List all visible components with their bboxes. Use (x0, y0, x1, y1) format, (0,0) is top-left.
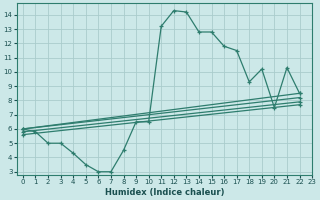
X-axis label: Humidex (Indice chaleur): Humidex (Indice chaleur) (105, 188, 224, 197)
